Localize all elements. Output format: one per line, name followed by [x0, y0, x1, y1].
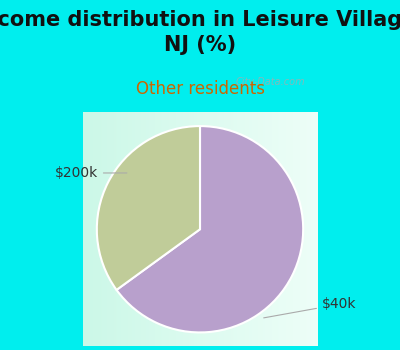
Wedge shape — [97, 126, 200, 290]
Wedge shape — [116, 126, 303, 332]
Text: City-Data.com: City-Data.com — [236, 77, 306, 87]
Text: $200k: $200k — [55, 166, 127, 180]
Text: Income distribution in Leisure Village,
NJ (%): Income distribution in Leisure Village, … — [0, 10, 400, 55]
Text: $40k: $40k — [264, 297, 356, 318]
Text: Other residents: Other residents — [136, 80, 264, 98]
